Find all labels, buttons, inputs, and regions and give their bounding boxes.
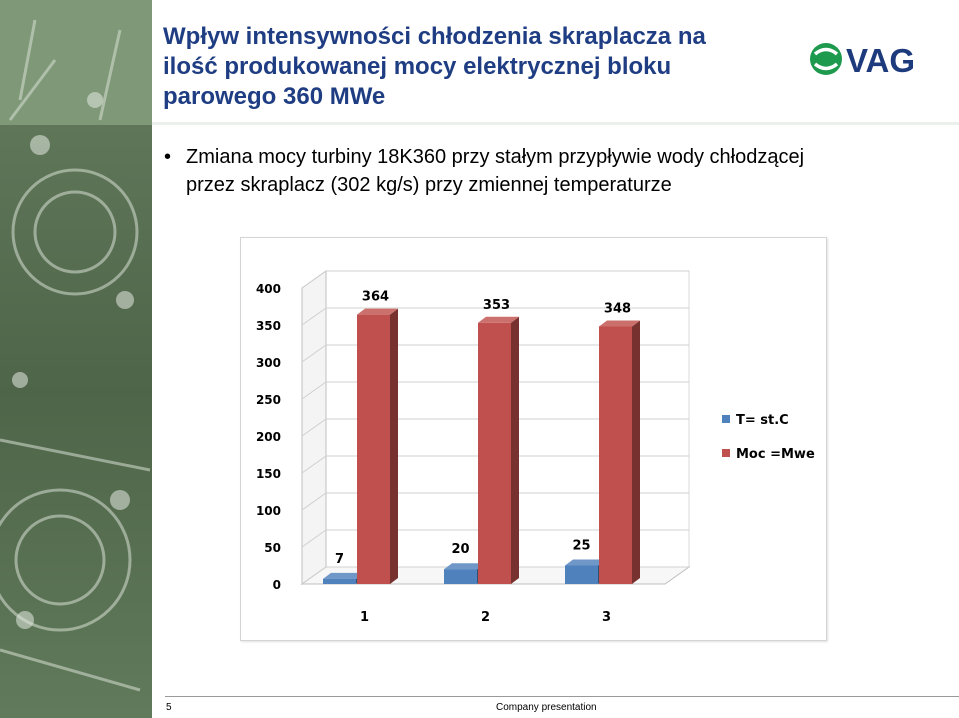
side-image-top bbox=[0, 0, 152, 125]
legend-label: T= st.C bbox=[736, 413, 789, 428]
bar-side bbox=[632, 320, 640, 584]
x-tick-label: 1 bbox=[360, 610, 369, 625]
gridline bbox=[301, 270, 689, 289]
data-label: 20 bbox=[451, 542, 469, 557]
bar bbox=[478, 322, 511, 584]
gridline bbox=[301, 492, 689, 511]
header-divider bbox=[152, 122, 959, 125]
gridline bbox=[301, 344, 689, 363]
bar-chart: 0 50 100 150 200 250 300 350 400 1 7 364 2 20 353 3 25 34… bbox=[256, 270, 815, 625]
bar-side bbox=[390, 308, 398, 584]
chart-frame: 0 50 100 150 200 250 300 350 400 1 7 364 2 20 353 3 25 34… bbox=[240, 237, 827, 641]
data-label: 364 bbox=[362, 290, 389, 305]
vag-logo-graphic: VAG bbox=[810, 42, 915, 79]
bullet-item: • Zmiana mocy turbiny 18K360 przy stałym… bbox=[164, 143, 954, 199]
slide-title: Wpływ intensywności chłodzenia skraplacz… bbox=[163, 23, 706, 110]
y-tick-label: 50 bbox=[264, 541, 281, 555]
data-label: 348 bbox=[604, 301, 631, 316]
data-label: 7 bbox=[335, 552, 344, 567]
y-tick-label: 100 bbox=[256, 504, 281, 518]
legend-swatch bbox=[722, 415, 730, 423]
y-tick-label: 350 bbox=[256, 319, 281, 333]
y-tick-label: 400 bbox=[256, 282, 281, 296]
footer-label: Company presentation bbox=[496, 702, 597, 713]
bar bbox=[565, 565, 598, 584]
x-tick-label: 3 bbox=[602, 610, 611, 625]
y-tick-label: 0 bbox=[273, 578, 281, 592]
y-tick-label: 300 bbox=[256, 356, 281, 370]
bar-top bbox=[357, 308, 398, 315]
gridline bbox=[301, 455, 689, 474]
y-tick-label: 150 bbox=[256, 467, 281, 481]
vag-logo: VAG bbox=[806, 40, 926, 80]
bar bbox=[444, 569, 477, 584]
gridline bbox=[301, 381, 689, 400]
legend-label: Moc =Mwe bbox=[736, 447, 815, 462]
bar-top bbox=[478, 316, 519, 323]
bullet-symbol: • bbox=[164, 146, 172, 168]
y-tick-label: 200 bbox=[256, 430, 281, 444]
gridline bbox=[301, 529, 689, 548]
gridline bbox=[301, 307, 689, 326]
bar-top bbox=[599, 320, 640, 327]
bar-top bbox=[323, 572, 364, 579]
footer-divider bbox=[165, 696, 959, 697]
bar-top bbox=[444, 563, 485, 570]
bar-top bbox=[565, 559, 606, 566]
page-number: 5 bbox=[166, 702, 172, 713]
data-label: 353 bbox=[483, 298, 510, 313]
bar-side bbox=[511, 316, 519, 584]
decorative-side-image bbox=[0, 0, 152, 718]
gridline bbox=[301, 418, 689, 437]
bar bbox=[599, 326, 632, 584]
bar bbox=[323, 578, 356, 584]
x-tick-label: 2 bbox=[481, 610, 490, 625]
y-tick-label: 250 bbox=[256, 393, 281, 407]
valve-machinery-illustration bbox=[0, 19, 151, 692]
logo-text: VAG bbox=[846, 42, 915, 79]
data-label: 25 bbox=[572, 539, 590, 554]
legend-swatch bbox=[722, 449, 730, 457]
bullet-text: Zmiana mocy turbiny 18K360 przy stałym p… bbox=[186, 146, 805, 196]
bar bbox=[357, 314, 390, 584]
